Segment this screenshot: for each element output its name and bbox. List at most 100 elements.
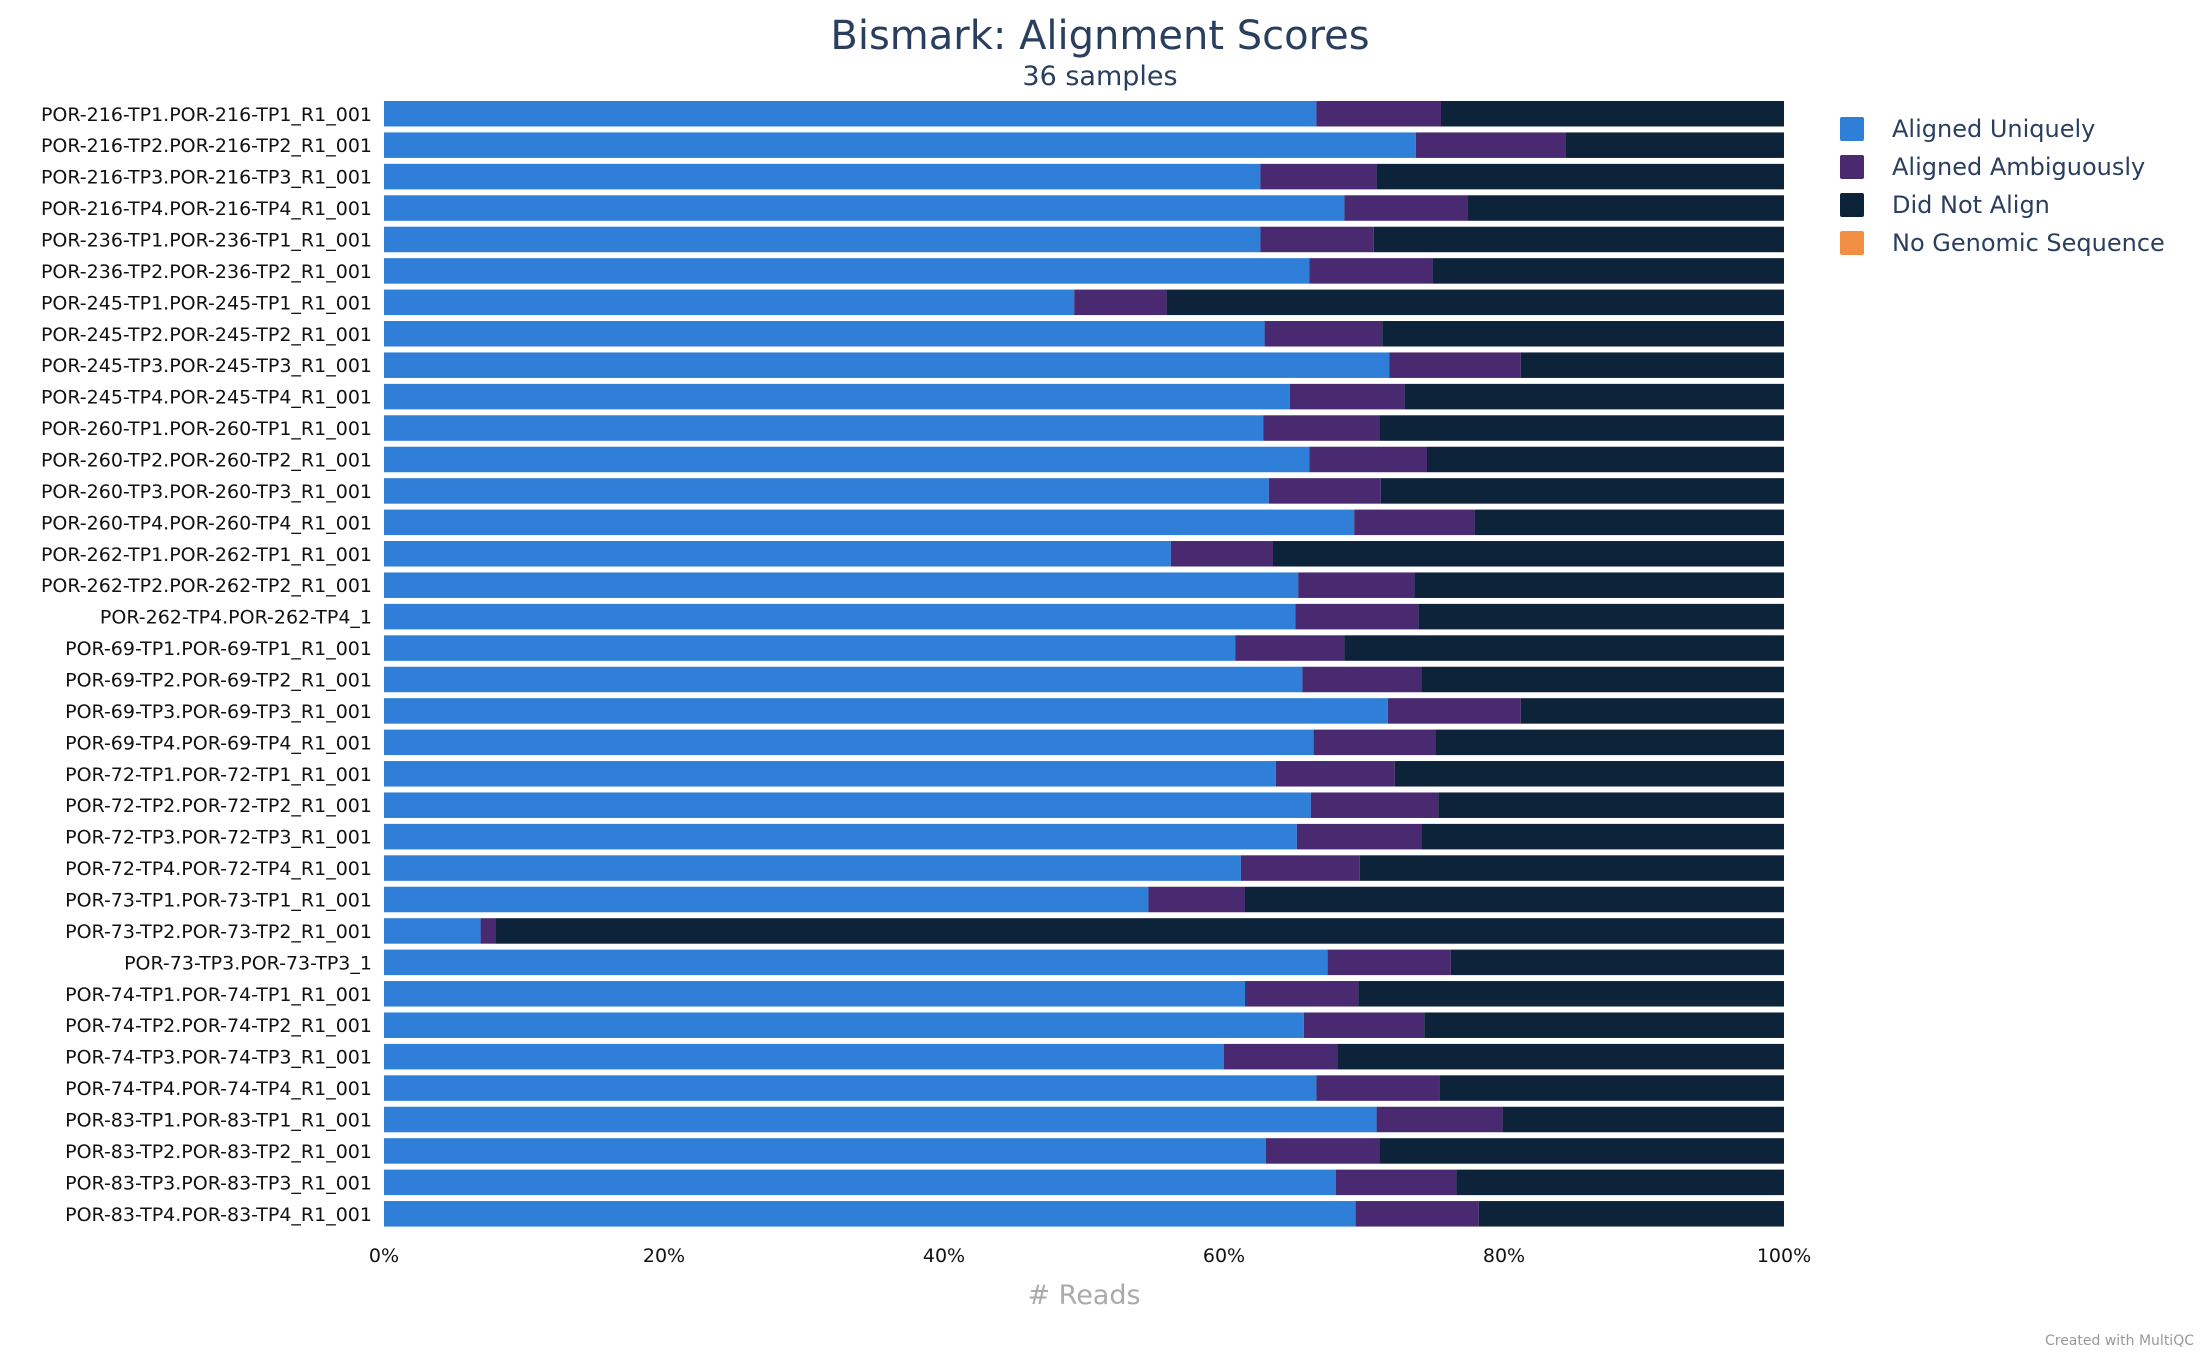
bar-segment-aligned-ambiguously[interactable] <box>1336 1169 1457 1196</box>
bar-segment-aligned-ambiguously[interactable] <box>480 918 496 944</box>
bar-segment-aligned-ambiguously[interactable] <box>1354 509 1475 536</box>
bar-segment-did-not-align[interactable] <box>1379 415 1784 441</box>
bar-segment-aligned-uniquely[interactable] <box>384 352 1390 378</box>
bar-segment-aligned-uniquely[interactable] <box>384 446 1310 473</box>
bar-segment-aligned-ambiguously[interactable] <box>1309 446 1427 473</box>
bar-segment-aligned-ambiguously[interactable] <box>1295 603 1419 630</box>
bar-segment-aligned-ambiguously[interactable] <box>1316 101 1441 127</box>
bar-segment-aligned-ambiguously[interactable] <box>1240 855 1360 881</box>
bar-segment-aligned-uniquely[interactable] <box>384 792 1311 818</box>
bar-segment-aligned-ambiguously[interactable] <box>1260 163 1377 190</box>
bar-segment-aligned-ambiguously[interactable] <box>1170 541 1273 567</box>
bar-segment-aligned-uniquely[interactable] <box>384 163 1261 190</box>
bar-segment-aligned-ambiguously[interactable] <box>1245 981 1359 1007</box>
bar-segment-did-not-align[interactable] <box>1438 792 1784 818</box>
bar-segment-aligned-ambiguously[interactable] <box>1316 1075 1440 1101</box>
bar-segment-aligned-uniquely[interactable] <box>384 289 1075 316</box>
bar-segment-aligned-ambiguously[interactable] <box>1275 761 1395 787</box>
legend-item-no-genomic-sequence[interactable]: No Genomic Sequence <box>1840 229 2165 257</box>
bar-segment-aligned-ambiguously[interactable] <box>1309 258 1433 284</box>
bar-segment-aligned-ambiguously[interactable] <box>1298 572 1415 598</box>
bar-segment-aligned-ambiguously[interactable] <box>1260 226 1374 253</box>
bar-segment-aligned-uniquely[interactable] <box>384 918 481 944</box>
bar-segment-aligned-uniquely[interactable] <box>384 1106 1377 1133</box>
bar-segment-did-not-align[interactable] <box>1432 258 1784 284</box>
legend-item-did-not-align[interactable]: Did Not Align <box>1840 191 2050 219</box>
bar-segment-aligned-uniquely[interactable] <box>384 415 1264 441</box>
bar-segment-did-not-align[interactable] <box>1520 352 1784 378</box>
bar-segment-did-not-align[interactable] <box>496 918 1784 944</box>
bar-segment-aligned-uniquely[interactable] <box>384 101 1317 127</box>
bar-segment-did-not-align[interactable] <box>1502 1106 1784 1133</box>
bar-segment-aligned-ambiguously[interactable] <box>1263 415 1380 441</box>
bar-segment-did-not-align[interactable] <box>1424 1012 1784 1038</box>
bar-segment-aligned-uniquely[interactable] <box>384 666 1303 693</box>
bar-segment-aligned-ambiguously[interactable] <box>1389 352 1521 378</box>
bar-segment-did-not-align[interactable] <box>1478 1201 1784 1227</box>
bar-segment-aligned-uniquely[interactable] <box>384 572 1299 598</box>
bar-segment-did-not-align[interactable] <box>1344 635 1784 661</box>
bar-segment-aligned-uniquely[interactable] <box>384 729 1314 756</box>
bar-segment-aligned-ambiguously[interactable] <box>1224 1043 1338 1070</box>
bar-segment-did-not-align[interactable] <box>1427 446 1784 473</box>
bar-segment-aligned-ambiguously[interactable] <box>1296 823 1422 850</box>
bar-segment-aligned-uniquely[interactable] <box>384 226 1261 253</box>
bar-segment-aligned-ambiguously[interactable] <box>1344 195 1468 221</box>
bar-segment-aligned-uniquely[interactable] <box>384 823 1297 850</box>
bar-segment-did-not-align[interactable] <box>1456 1169 1784 1196</box>
bar-segment-did-not-align[interactable] <box>1421 666 1784 693</box>
bar-segment-aligned-ambiguously[interactable] <box>1235 635 1345 661</box>
bar-segment-aligned-uniquely[interactable] <box>384 321 1265 347</box>
bar-segment-did-not-align[interactable] <box>1273 541 1784 567</box>
bar-segment-aligned-ambiguously[interactable] <box>1387 698 1521 724</box>
bar-segment-aligned-ambiguously[interactable] <box>1313 729 1436 756</box>
bar-segment-aligned-uniquely[interactable] <box>384 1075 1317 1101</box>
bar-segment-did-not-align[interactable] <box>1245 886 1784 913</box>
bar-segment-aligned-ambiguously[interactable] <box>1289 383 1405 410</box>
bar-segment-aligned-ambiguously[interactable] <box>1268 478 1381 504</box>
bar-segment-did-not-align[interactable] <box>1520 698 1784 724</box>
bar-segment-did-not-align[interactable] <box>1565 132 1784 158</box>
bar-segment-did-not-align[interactable] <box>1421 823 1784 850</box>
bar-segment-did-not-align[interactable] <box>1337 1043 1784 1070</box>
bar-segment-aligned-uniquely[interactable] <box>384 603 1296 630</box>
bar-segment-did-not-align[interactable] <box>1358 981 1784 1007</box>
bar-segment-aligned-uniquely[interactable] <box>384 478 1269 504</box>
bar-segment-aligned-uniquely[interactable] <box>384 855 1241 881</box>
bar-segment-did-not-align[interactable] <box>1467 195 1784 221</box>
bar-segment-aligned-ambiguously[interactable] <box>1355 1201 1479 1227</box>
bar-segment-did-not-align[interactable] <box>1166 289 1784 316</box>
bar-segment-aligned-uniquely[interactable] <box>384 1012 1304 1038</box>
bar-segment-aligned-uniquely[interactable] <box>384 981 1245 1007</box>
bar-segment-did-not-align[interactable] <box>1450 949 1784 976</box>
bar-segment-aligned-uniquely[interactable] <box>384 541 1171 567</box>
bar-segment-did-not-align[interactable] <box>1435 729 1784 756</box>
legend-item-aligned-ambiguously[interactable]: Aligned Ambiguously <box>1840 153 2145 181</box>
legend-item-aligned-uniquely[interactable]: Aligned Uniquely <box>1840 115 2095 143</box>
bar-segment-did-not-align[interactable] <box>1376 163 1784 190</box>
bar-segment-aligned-ambiguously[interactable] <box>1266 1138 1380 1164</box>
bar-segment-did-not-align[interactable] <box>1382 321 1784 347</box>
bar-segment-aligned-ambiguously[interactable] <box>1376 1106 1503 1133</box>
bar-segment-aligned-ambiguously[interactable] <box>1302 666 1422 693</box>
bar-segment-did-not-align[interactable] <box>1474 509 1784 536</box>
bar-segment-did-not-align[interactable] <box>1394 761 1784 787</box>
bar-segment-aligned-uniquely[interactable] <box>384 698 1388 724</box>
bar-segment-aligned-uniquely[interactable] <box>384 1043 1224 1070</box>
bar-segment-did-not-align[interactable] <box>1439 1075 1784 1101</box>
bar-segment-did-not-align[interactable] <box>1379 1138 1784 1164</box>
bar-segment-aligned-ambiguously[interactable] <box>1264 321 1383 347</box>
bar-segment-aligned-ambiguously[interactable] <box>1310 792 1439 818</box>
bar-segment-aligned-uniquely[interactable] <box>384 509 1355 536</box>
bar-segment-did-not-align[interactable] <box>1380 478 1784 504</box>
bar-segment-aligned-uniquely[interactable] <box>384 383 1290 410</box>
bar-segment-did-not-align[interactable] <box>1418 603 1784 630</box>
bar-segment-did-not-align[interactable] <box>1404 383 1784 410</box>
bar-segment-aligned-ambiguously[interactable] <box>1415 132 1566 158</box>
bar-segment-aligned-uniquely[interactable] <box>384 886 1149 913</box>
bar-segment-aligned-uniquely[interactable] <box>384 132 1416 158</box>
bar-segment-aligned-uniquely[interactable] <box>384 761 1276 787</box>
legend[interactable]: Aligned Uniquely Aligned Ambiguously Did N… <box>1840 115 2165 257</box>
bar-segment-aligned-ambiguously[interactable] <box>1074 289 1167 316</box>
bar-segment-aligned-ambiguously[interactable] <box>1327 949 1451 976</box>
